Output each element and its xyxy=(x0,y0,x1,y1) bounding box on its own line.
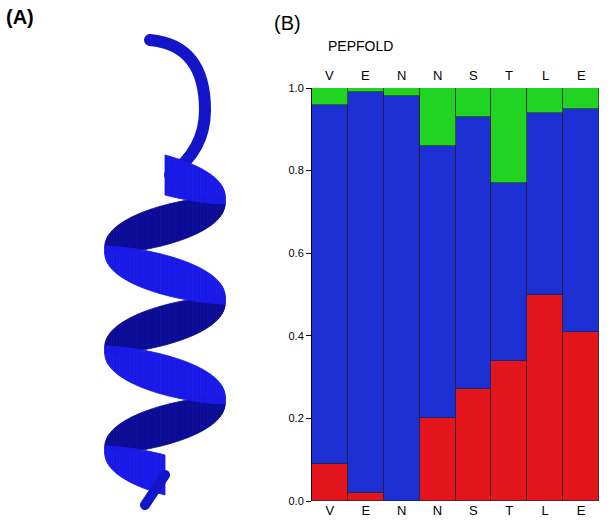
svg-text:E: E xyxy=(577,68,586,83)
svg-text:N: N xyxy=(397,503,406,518)
svg-text:1.0: 1.0 xyxy=(289,82,304,94)
svg-text:E: E xyxy=(361,68,370,83)
svg-text:N: N xyxy=(433,68,442,83)
svg-text:N: N xyxy=(397,68,406,83)
html-text:(A): (A) xyxy=(6,6,34,28)
svg-text:0.8: 0.8 xyxy=(289,164,304,176)
svg-text:N: N xyxy=(433,503,442,518)
svg-text:(B): (B) xyxy=(274,12,301,34)
svg-text:V: V xyxy=(325,68,334,83)
svg-text:V: V xyxy=(326,503,335,518)
svg-text:0.2: 0.2 xyxy=(289,412,304,424)
svg-text:0.4: 0.4 xyxy=(289,330,304,342)
svg-text:E: E xyxy=(361,503,370,518)
svg-text:L: L xyxy=(542,503,549,518)
svg-text:T: T xyxy=(505,503,513,518)
svg-text:0.0: 0.0 xyxy=(289,495,304,507)
svg-text:S: S xyxy=(469,68,478,83)
svg-text:S: S xyxy=(469,503,478,518)
svg-text:L: L xyxy=(542,68,549,83)
svg-text:0.6: 0.6 xyxy=(289,247,304,259)
svg-text:PEPFOLD: PEPFOLD xyxy=(328,38,393,54)
svg-text:T: T xyxy=(505,68,513,83)
svg-text:E: E xyxy=(577,503,586,518)
